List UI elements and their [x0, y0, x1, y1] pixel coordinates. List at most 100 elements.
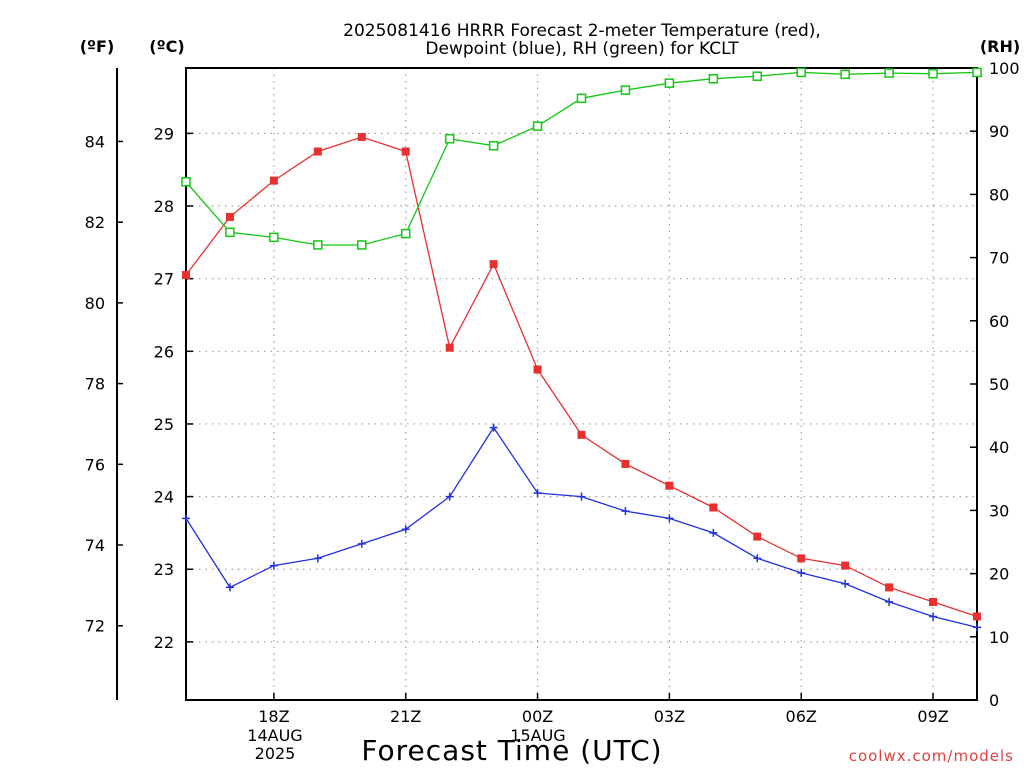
celsius-tick-label: 25 — [154, 415, 174, 434]
dewpoint-point — [445, 492, 454, 501]
temperature-point — [973, 612, 981, 621]
temperature-point — [225, 212, 234, 221]
dewpoint-series-line — [185, 426, 978, 629]
rh-point — [532, 121, 543, 131]
fahrenheit-unit-label: (ºF) — [80, 37, 115, 56]
rh-point — [400, 228, 411, 239]
rh-point — [181, 177, 191, 187]
data-series — [181, 67, 982, 632]
rh-tick-label: 70 — [989, 249, 1009, 268]
dewpoint-point — [401, 525, 410, 534]
dewpoint-point — [929, 612, 938, 621]
rh-point — [576, 93, 587, 104]
temperature-point — [577, 430, 586, 439]
celsius-tick-label: 22 — [154, 633, 174, 652]
rh-tick-label: 90 — [989, 122, 1009, 141]
rh-tick-label: 40 — [989, 438, 1009, 457]
rh-tick-label: 10 — [989, 628, 1009, 647]
temperature-point — [401, 147, 410, 156]
credit-text: coolwx.com/models — [849, 747, 1014, 765]
temperature-point — [445, 343, 454, 352]
rh-tick-label: 30 — [989, 501, 1009, 520]
dewpoint-point — [973, 623, 981, 632]
fahrenheit-tick-label: 80 — [85, 294, 105, 313]
x-tick-label: 00Z — [522, 707, 553, 726]
temperature-point — [929, 597, 938, 606]
dewpoint-point — [621, 507, 630, 516]
dewpoint-point — [533, 488, 542, 497]
temperature-point — [665, 481, 674, 490]
rh-point — [796, 67, 806, 78]
fahrenheit-tick-label: 74 — [85, 536, 105, 555]
rh-tick-label: 0 — [989, 691, 999, 710]
dewpoint-point — [753, 554, 762, 563]
rh-point — [488, 140, 499, 151]
dewpoint-point — [269, 561, 278, 570]
dewpoint-point — [225, 583, 234, 592]
x-tick-label: 06Z — [786, 707, 817, 726]
rh-tick-label: 100 — [989, 59, 1020, 78]
rh-point — [928, 68, 938, 79]
fahrenheit-tick-label: 72 — [85, 617, 105, 636]
rh-tick-label: 50 — [989, 375, 1009, 394]
date-label-15aug: 15AUG — [510, 726, 565, 745]
temperature-point — [533, 365, 542, 374]
x-tick-label: 09Z — [917, 707, 948, 726]
x-tick-label: 18Z — [258, 707, 289, 726]
dewpoint-point — [182, 514, 190, 523]
fahrenheit-tick-label: 82 — [85, 213, 105, 232]
fahrenheit-tick-label: 78 — [85, 375, 105, 394]
date-label-year: 2025 — [255, 744, 296, 763]
x-axis-title: Forecast Time (UTC) — [361, 734, 662, 767]
dewpoint-point — [313, 554, 322, 563]
celsius-tick-label: 28 — [154, 197, 174, 216]
celsius-tick-label: 29 — [154, 124, 174, 143]
x-tick-label: 03Z — [654, 707, 685, 726]
temperature-point — [182, 271, 190, 280]
x-tick-label: 21Z — [390, 707, 421, 726]
rh-unit-label: (RH) — [980, 37, 1020, 56]
rh-tick-label: 20 — [989, 565, 1009, 584]
temperature-point — [313, 147, 322, 156]
celsius-unit-label: (ºC) — [149, 37, 184, 56]
date-label-14aug: 14AUG — [247, 726, 302, 745]
rh-point — [313, 240, 323, 250]
rh-point — [664, 78, 675, 88]
rh-point — [840, 69, 850, 80]
temperature-point — [709, 503, 718, 512]
temperature-point — [269, 176, 278, 185]
rh-point — [708, 73, 719, 84]
dewpoint-point — [885, 597, 894, 606]
plot-frame — [185, 67, 978, 701]
temperature-point — [621, 459, 630, 468]
temperature-series-line — [185, 136, 978, 618]
grid-lines — [186, 68, 977, 700]
fahrenheit-tick-label: 76 — [85, 455, 105, 474]
celsius-tick-label: 26 — [154, 342, 174, 361]
temperature-point — [753, 532, 762, 541]
celsius-tick-label: 23 — [154, 560, 174, 579]
rh-tick-label: 80 — [989, 185, 1009, 204]
dewpoint-point — [489, 423, 498, 432]
rh-point — [444, 134, 455, 144]
rh-point — [752, 71, 763, 81]
dewpoint-point — [797, 568, 806, 577]
tick-labels: 22 23 24 25 26 27 28 29 72 74 76 78 80 82 84 0 10 20 30 40 5… — [85, 59, 1020, 726]
dewpoint-point — [709, 528, 718, 537]
rh-point — [357, 240, 367, 250]
fahrenheit-tick-label: 84 — [85, 132, 105, 151]
temperature-point — [885, 583, 894, 592]
temperature-point — [357, 133, 366, 142]
rh-point — [620, 85, 631, 95]
rh-point — [884, 68, 894, 78]
dewpoint-point — [665, 514, 674, 523]
celsius-tick-label: 24 — [154, 488, 174, 507]
celsius-tick-label: 27 — [154, 270, 174, 289]
dewpoint-point — [357, 539, 366, 548]
temperature-point — [797, 554, 806, 563]
temperature-point — [489, 260, 498, 269]
rh-tick-label: 60 — [989, 312, 1009, 331]
temperature-point — [841, 561, 850, 570]
dewpoint-point — [577, 492, 586, 501]
